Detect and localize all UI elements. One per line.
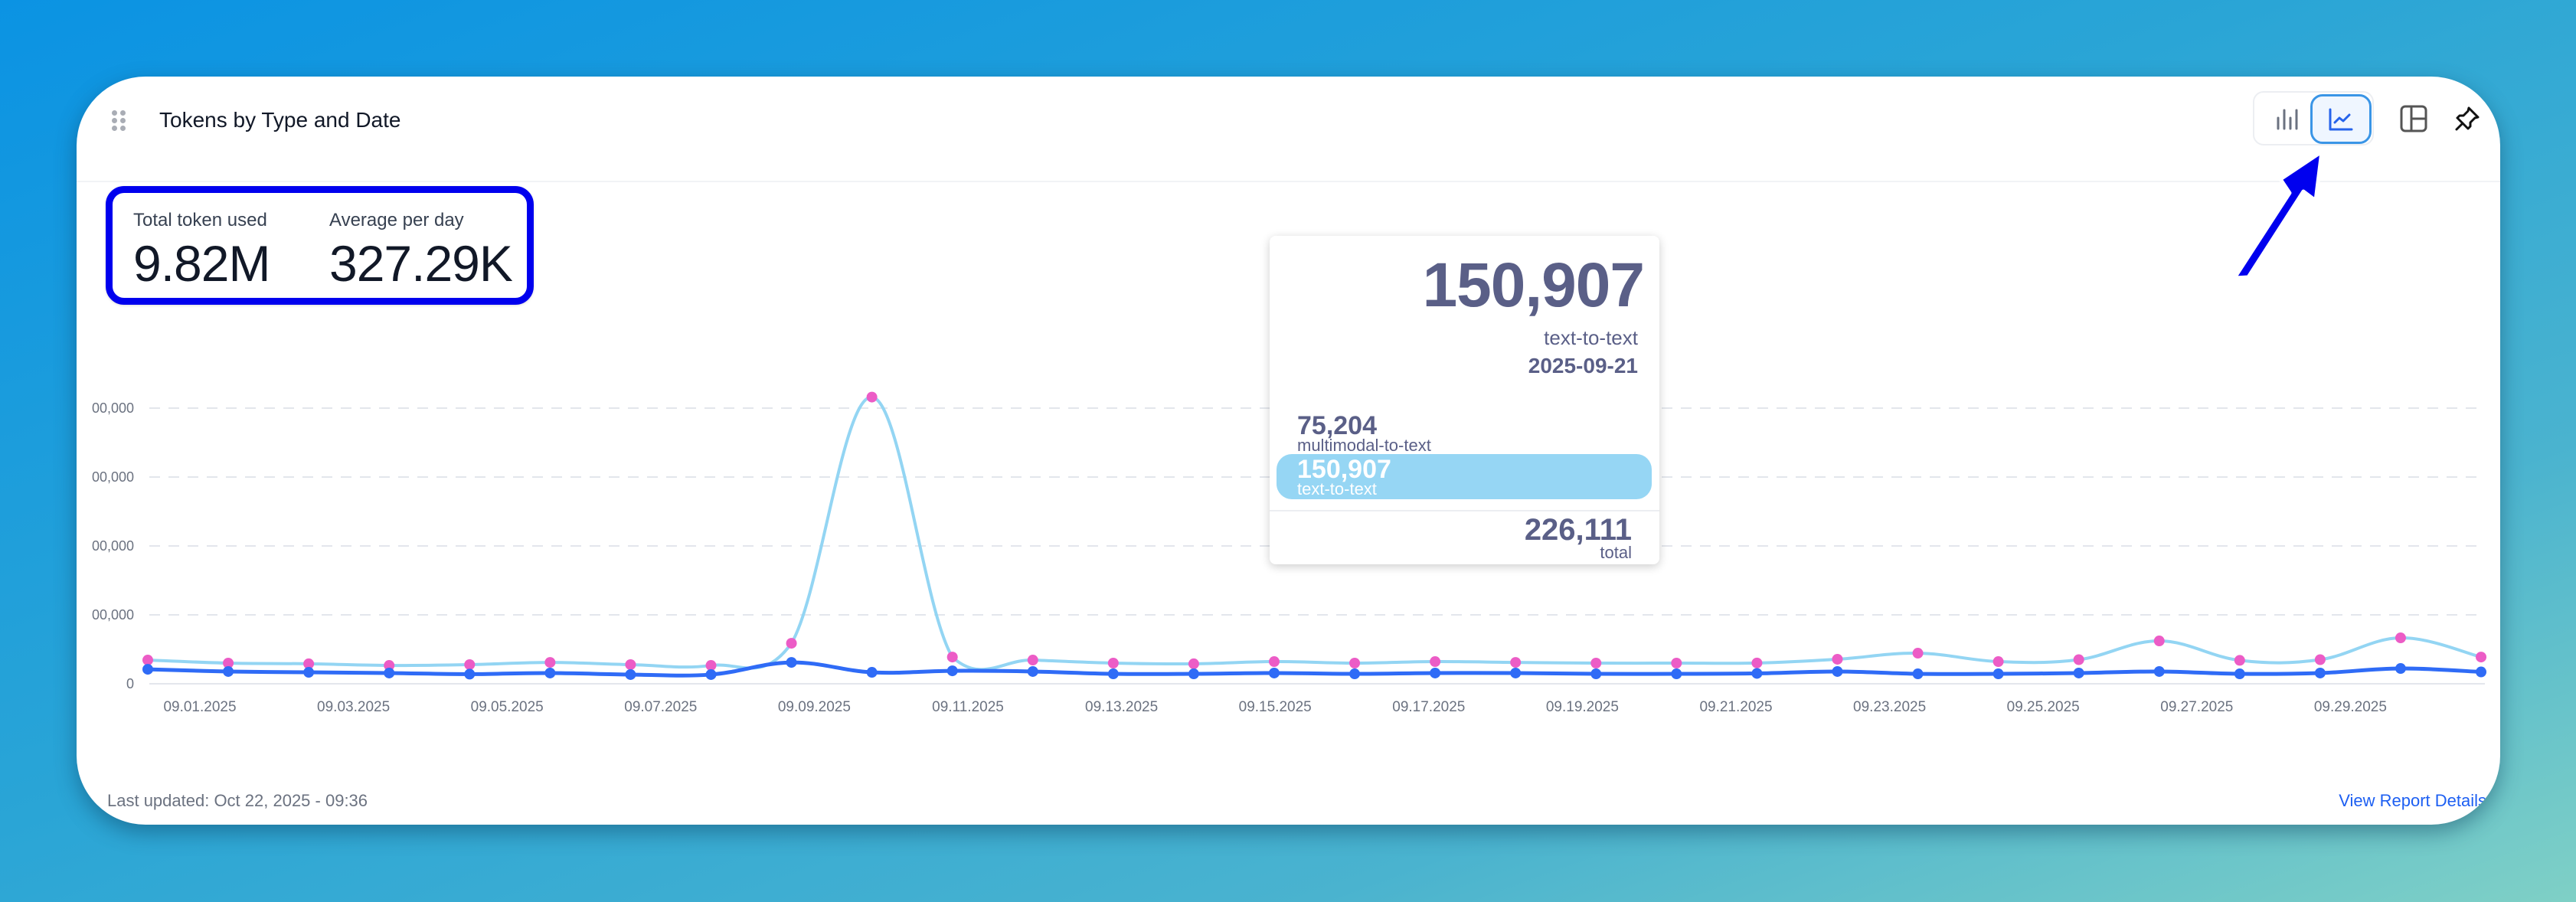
tooltip-total-value: 226,111 [1524,513,1632,547]
tooltip-date: 2025-09-21 [1528,354,1638,377]
tooltip-total-label: total [1600,543,1632,562]
tooltip-row-text-to-text: 150,907 text-to-text [1297,455,1391,498]
tooltip-total: 226,111 total [1524,513,1632,562]
layout-button[interactable] [2395,100,2433,138]
tooltip-row-value: 75,204 [1297,411,1377,440]
card-title: Tokens by Type and Date [159,108,401,132]
average-per-day-value: 327.29K [329,235,513,292]
pin-icon [2455,106,2480,131]
total-tokens-label: Total token used [133,210,267,230]
bar-chart-icon [2277,109,2298,129]
tooltip-row-multimodal: 75,204 multimodal-to-text [1297,411,1431,455]
line-chart-icon [2329,108,2353,130]
average-per-day-stat: Average per day 327.29K [329,210,513,292]
chart-tooltip: 150,907 text-to-text 2025-09-21 75,204 m… [1270,236,1659,564]
total-tokens-value: 9.82M [133,235,270,292]
tooltip-divider [1270,510,1659,511]
bar-chart-button[interactable] [2257,94,2319,144]
tooltip-row-series: text-to-text [1297,479,1377,498]
total-tokens-stat: Total token used 9.82M [133,210,270,291]
pin-button[interactable] [2448,100,2486,138]
drag-handle-icon[interactable] [112,110,127,131]
average-per-day-label: Average per day [329,210,464,230]
header-divider [77,181,2500,182]
stats-summary: Total token used 9.82M Average per day 3… [106,186,534,305]
tooltip-headline-value: 150,907 [1422,250,1645,320]
line-chart-button[interactable] [2310,94,2372,144]
last-updated-text: Last updated: Oct 22, 2025 - 09:36 [107,791,368,810]
tooltip-row-value: 150,907 [1297,455,1391,484]
tooltip-row-series: multimodal-to-text [1297,436,1431,455]
tooltip-highlight-row: 150,907 text-to-text [1277,454,1652,499]
view-report-details-link[interactable]: View Report Details [2339,791,2486,810]
chart-type-toggle [2253,91,2374,145]
layout-panels-icon [2400,105,2427,132]
tooltip-headline-series: text-to-text [1544,326,1638,349]
